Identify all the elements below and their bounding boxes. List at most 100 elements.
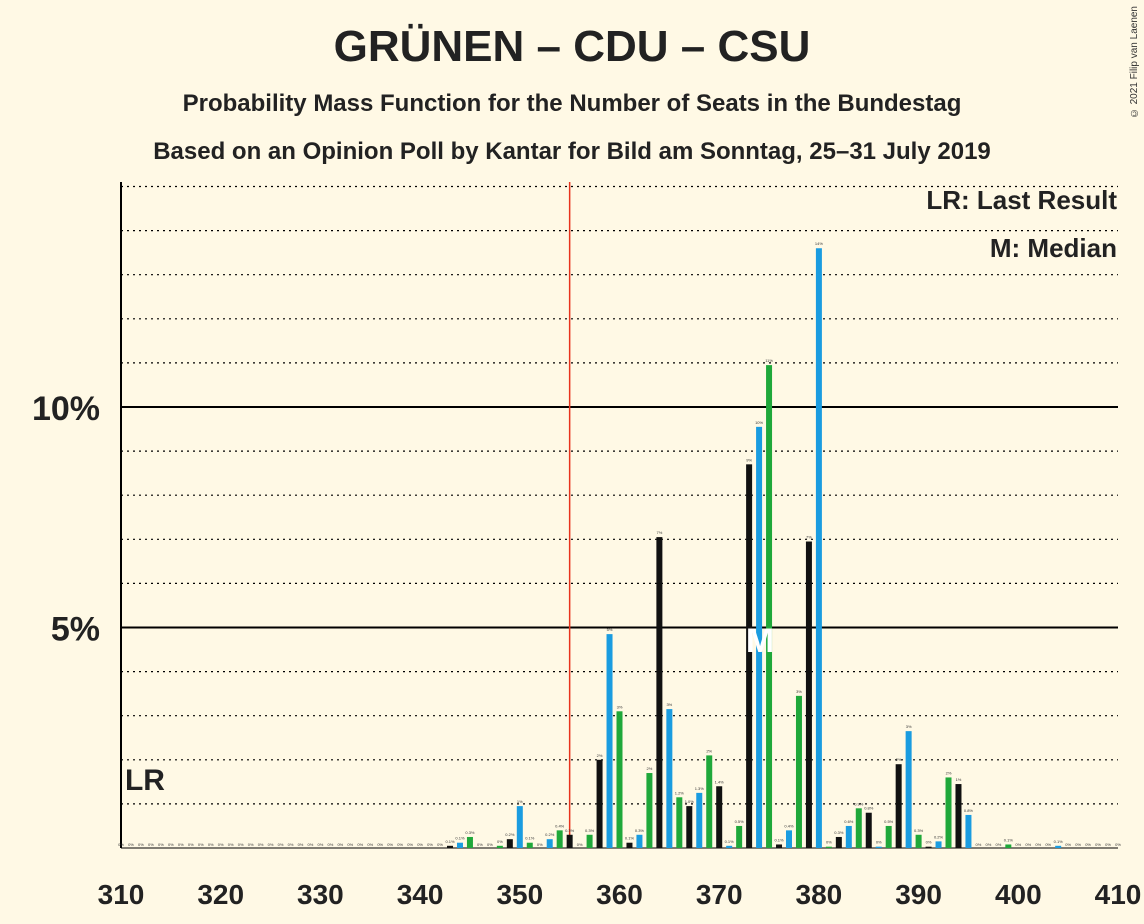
bar <box>566 834 573 848</box>
zero-label: 0% <box>178 842 184 847</box>
bar-value-label: 0.4% <box>784 823 794 828</box>
chart-title: GRÜNEN – CDU – CSU <box>333 22 811 71</box>
bar <box>965 814 972 848</box>
zero-label: 0% <box>437 842 443 847</box>
bar <box>516 806 523 848</box>
x-tick-label: 350 <box>496 879 543 910</box>
bar <box>855 808 862 848</box>
zero-label: 0% <box>1095 842 1101 847</box>
bar-value-label: 3% <box>617 704 623 709</box>
bar-value-label: 2% <box>946 770 952 775</box>
bar <box>506 839 513 848</box>
bar <box>845 825 852 848</box>
bar-value-label: 0% <box>497 839 503 844</box>
x-tick-label: 310 <box>98 879 145 910</box>
legend-median: M: Median <box>990 233 1117 263</box>
bar-value-label: 0.1% <box>725 839 735 844</box>
zero-label: 0% <box>1105 842 1111 847</box>
zero-label: 0% <box>198 842 204 847</box>
bar-value-label: 0.3% <box>914 828 924 833</box>
zero-label: 0% <box>308 842 314 847</box>
bar <box>805 541 812 848</box>
zero-label: 0% <box>288 842 294 847</box>
bar <box>875 846 882 848</box>
bar-value-label: 2% <box>706 748 712 753</box>
median-marker: M <box>746 622 774 660</box>
bar <box>776 844 783 848</box>
bar-value-label: 0.6% <box>844 819 854 824</box>
bar <box>447 845 454 848</box>
bar <box>646 773 653 848</box>
bar-value-label: 0.1% <box>1004 837 1014 842</box>
zero-label: 0% <box>1085 842 1091 847</box>
bar <box>616 711 623 848</box>
bar <box>795 695 802 848</box>
zero-label: 0% <box>417 842 423 847</box>
bar-value-label: 11% <box>765 358 773 363</box>
bar <box>706 755 713 848</box>
x-tick-label: 380 <box>796 879 843 910</box>
bar-value-label: 0.4% <box>555 823 565 828</box>
x-tick-label: 320 <box>197 879 244 910</box>
bar-value-label: 7% <box>656 530 662 535</box>
bar-value-label: 0.8% <box>964 808 974 813</box>
bar <box>666 709 673 848</box>
bar <box>466 836 473 848</box>
bar-value-label: 0.1% <box>625 836 635 841</box>
zero-label: 0% <box>228 842 234 847</box>
bar-value-label: 0.2% <box>934 834 944 839</box>
zero-label: 0% <box>1045 842 1051 847</box>
zero-label: 0% <box>577 842 583 847</box>
bar <box>945 777 952 848</box>
bar-value-label: 0.3% <box>585 828 595 833</box>
zero-label: 0% <box>318 842 324 847</box>
bar <box>885 825 892 848</box>
zero-label: 0% <box>238 842 244 847</box>
bar <box>676 797 683 848</box>
bar-value-label: 0% <box>876 840 882 845</box>
x-tick-label: 370 <box>696 879 743 910</box>
bar <box>626 842 633 848</box>
zero-label: 0% <box>1025 842 1031 847</box>
bar-value-label: 0% <box>826 840 832 845</box>
bar <box>825 846 832 848</box>
zero-label: 0% <box>248 842 254 847</box>
zero-label: 0% <box>387 842 393 847</box>
zero-label: 0% <box>168 842 174 847</box>
bar-value-label: 0.3% <box>465 830 475 835</box>
zero-label: 0% <box>1075 842 1081 847</box>
zero-label: 0% <box>118 842 124 847</box>
bar-value-label: 1% <box>517 799 523 804</box>
x-tick-label: 340 <box>397 879 444 910</box>
zero-label: 0% <box>258 842 264 847</box>
bar <box>925 846 932 848</box>
zero-label: 0% <box>367 842 373 847</box>
bar <box>606 634 613 848</box>
bar <box>636 834 643 848</box>
zero-label: 0% <box>138 842 144 847</box>
zero-label: 0% <box>347 842 353 847</box>
bar <box>556 830 563 848</box>
x-tick-label: 410 <box>1095 879 1142 910</box>
bar-value-label: 2% <box>647 766 653 771</box>
zero-label: 0% <box>158 842 164 847</box>
bar <box>716 786 723 848</box>
bar <box>756 426 763 848</box>
zero-label: 0% <box>1015 842 1021 847</box>
bar-value-label: 5% <box>607 627 613 632</box>
bar <box>766 365 773 848</box>
bar <box>955 784 962 848</box>
zero-label: 0% <box>327 842 333 847</box>
bar-value-label: 0.8% <box>864 806 874 811</box>
bar-value-label: 1.3% <box>695 786 705 791</box>
zero-label: 0% <box>976 842 982 847</box>
bar-value-label: 0.3% <box>635 828 645 833</box>
bar-value-label: 0.1% <box>455 836 465 841</box>
zero-label: 0% <box>337 842 343 847</box>
y-tick-label: 10% <box>32 390 100 428</box>
zero-label: 0% <box>208 842 214 847</box>
x-tick-label: 400 <box>995 879 1042 910</box>
bar-value-label: 14% <box>815 241 823 246</box>
bar-value-label: 2% <box>597 753 603 758</box>
